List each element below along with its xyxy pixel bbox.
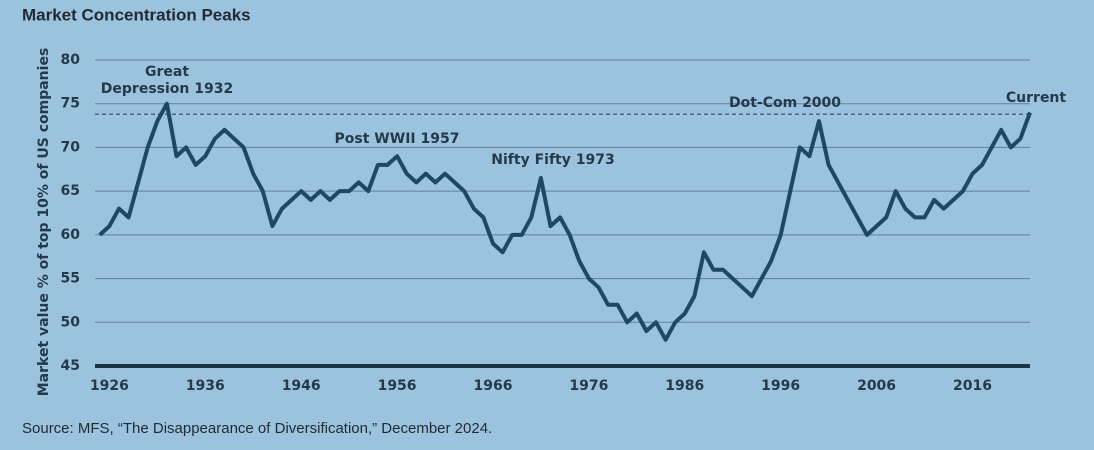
annotation: Current bbox=[1006, 90, 1067, 106]
annotation: Post WWII 1957 bbox=[335, 131, 460, 147]
x-tick-label: 1996 bbox=[761, 378, 800, 394]
y-tick-label: 50 bbox=[61, 314, 81, 330]
x-tick-label: 1946 bbox=[282, 378, 321, 394]
x-tick-label: 1956 bbox=[378, 378, 417, 394]
annotation: Dot-Com 2000 bbox=[729, 95, 841, 111]
annotation: Great bbox=[145, 64, 189, 80]
x-tick-label: 1926 bbox=[90, 378, 129, 394]
annotation: Nifty Fifty 1973 bbox=[491, 152, 614, 168]
x-tick-label: 2016 bbox=[953, 378, 992, 394]
y-tick-label: 70 bbox=[61, 139, 81, 155]
annotation: Depression 1932 bbox=[101, 81, 233, 97]
y-tick-label: 60 bbox=[61, 227, 81, 243]
x-tick-label: 1936 bbox=[186, 378, 225, 394]
x-tick-label: 1976 bbox=[569, 378, 608, 394]
data-line bbox=[98, 101, 1032, 342]
y-tick-label: 75 bbox=[61, 96, 80, 112]
source-note: Source: MFS, “The Disappearance of Diver… bbox=[22, 420, 492, 437]
chart-title: Market Concentration Peaks bbox=[22, 5, 251, 24]
x-tick-label: 1966 bbox=[473, 378, 512, 394]
y-tick-label: 45 bbox=[61, 358, 80, 374]
y-tick-label: 65 bbox=[61, 183, 80, 199]
y-tick-label: 55 bbox=[61, 271, 80, 287]
x-tick-label: 2006 bbox=[857, 378, 896, 394]
y-axis-label: Market value % of top 10% of US companie… bbox=[36, 48, 52, 397]
x-tick-label: 1986 bbox=[665, 378, 704, 394]
y-tick-label: 80 bbox=[61, 52, 81, 68]
